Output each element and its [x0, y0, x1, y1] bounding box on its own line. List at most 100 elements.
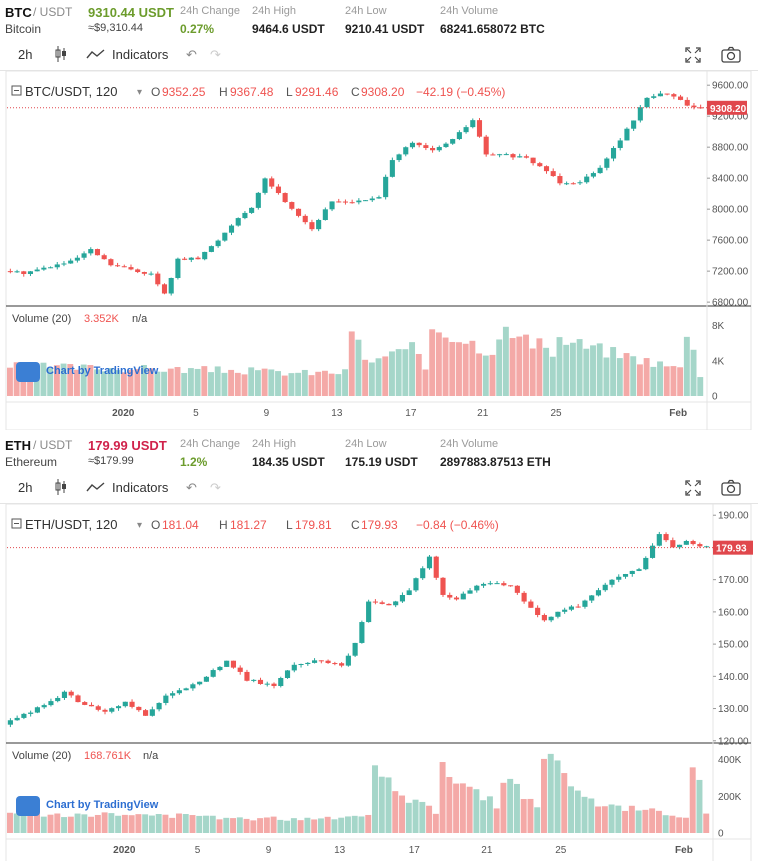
candle-body [101, 255, 107, 260]
volume-bar [683, 336, 690, 396]
candle-body [602, 584, 608, 591]
candle-body [490, 154, 496, 156]
indicators-icon[interactable] [86, 481, 106, 496]
candles-icon[interactable] [54, 478, 68, 499]
candle-body [663, 534, 669, 541]
volume-bar [489, 354, 496, 396]
volume-bar [134, 368, 141, 396]
undo-icon[interactable]: ↶ [186, 47, 197, 62]
candle-body [359, 622, 365, 643]
symbol-name[interactable]: BTC [5, 5, 32, 20]
undo-icon[interactable]: ↶ [186, 480, 197, 495]
change-label: 24h Change [180, 438, 240, 450]
legend-dropdown-icon[interactable]: ▾ [137, 520, 142, 531]
volume-bar [275, 371, 281, 396]
candle-body [609, 579, 615, 585]
candles-icon[interactable] [54, 45, 68, 66]
legend-change: −0.84 (−0.46%) [416, 518, 499, 532]
volume-bar [576, 339, 583, 396]
volume-bar [181, 372, 188, 396]
tradingview-badge[interactable]: Chart by TradingView [16, 796, 196, 816]
last-price-tag-text: 179.93 [716, 544, 747, 555]
candle-body [697, 544, 703, 547]
candle-body [369, 198, 375, 201]
indicators-button[interactable]: Indicators [112, 480, 169, 495]
change-value: 0.27% [180, 22, 215, 36]
high-label: 24h High [252, 438, 297, 450]
candle-body [148, 273, 154, 275]
candle-body [389, 160, 395, 177]
candle-body [570, 183, 576, 185]
volume-bar [348, 331, 355, 396]
interval-button[interactable]: 2h [18, 47, 33, 62]
candle-body [155, 273, 161, 285]
candle-body [109, 708, 115, 712]
price-chart[interactable]: 9600.00 9200.00 8800.00 8400.00 8000.00 7600.… [0, 71, 758, 430]
candle-body [190, 684, 196, 689]
volume-bar [554, 760, 561, 833]
volume-bar [174, 367, 181, 396]
volume-bar [574, 790, 581, 833]
interval-button[interactable]: 2h [18, 480, 33, 495]
volume-bar [121, 814, 128, 833]
fullscreen-icon[interactable] [684, 479, 702, 500]
candle-body [228, 225, 235, 233]
candle-body [94, 249, 101, 256]
volume-bar [107, 367, 114, 396]
ohlc-legend: BTC/USDT, 120 O 9352.25 H 9367.48 L 9291.46 C 93… [11, 84, 505, 99]
collapse-legend-icon[interactable] [11, 85, 22, 96]
candle-body [543, 166, 550, 172]
legend-l: 179.81 [295, 518, 332, 532]
volume-bar [409, 342, 416, 396]
volume-bar [154, 371, 161, 396]
candle-body [242, 212, 248, 219]
candle-body [406, 590, 412, 596]
candle-body [188, 257, 194, 260]
candle-body [562, 609, 568, 612]
volume-legend-value: 3.352K [84, 313, 120, 325]
price-approx: ≈$179.99 [88, 455, 134, 467]
volume-bar [61, 817, 68, 833]
volume-bar [669, 815, 676, 833]
volume-bar [385, 777, 392, 833]
camera-icon[interactable] [721, 46, 741, 66]
candle-body [68, 260, 74, 264]
volume-legend-label: Volume (20) [12, 313, 71, 325]
candle-body [595, 590, 602, 596]
candle-body [108, 259, 114, 266]
candle-body [81, 253, 87, 258]
indicators-button[interactable]: Indicators [112, 47, 169, 62]
change-label: 24h Change [180, 5, 240, 17]
price-chart[interactable]: 190.00180.00170.00160.00150.00140.00130.… [0, 504, 758, 861]
legend-dropdown-icon[interactable]: ▾ [137, 87, 142, 98]
volume-bar [187, 368, 194, 396]
volume-bar [127, 370, 134, 396]
volume-bar [81, 814, 88, 833]
ticker-header: BTC / USDT 9310.44 USDT Bitcoin ≈$9,310.… [0, 0, 758, 40]
collapse-legend-icon[interactable] [11, 518, 22, 529]
price-axis-label: 8800.00 [712, 143, 749, 154]
fullscreen-icon[interactable] [684, 46, 702, 67]
volume-bar [201, 366, 208, 396]
last-price-tag-text: 9308.20 [710, 104, 747, 115]
symbol-name[interactable]: ETH [5, 438, 31, 453]
candle-body [305, 662, 311, 665]
candle-body [456, 132, 462, 140]
volume-bar [60, 363, 67, 396]
candle-body [175, 258, 181, 278]
volume-bar [74, 813, 81, 833]
candle-body [289, 202, 295, 209]
candle-body [463, 127, 469, 133]
candle-body [423, 145, 429, 148]
candle-body [156, 702, 162, 710]
camera-icon[interactable] [721, 479, 741, 499]
volume-bar [568, 786, 575, 833]
candle-body [356, 200, 362, 203]
tradingview-badge[interactable]: Chart by TradingView [16, 362, 196, 382]
volume-bar [311, 819, 318, 833]
candle-body [129, 701, 135, 707]
candle-body [510, 154, 516, 158]
indicators-icon[interactable] [86, 48, 106, 63]
volume-bar [426, 805, 433, 833]
high-value: 9464.6 USDT [252, 22, 325, 36]
